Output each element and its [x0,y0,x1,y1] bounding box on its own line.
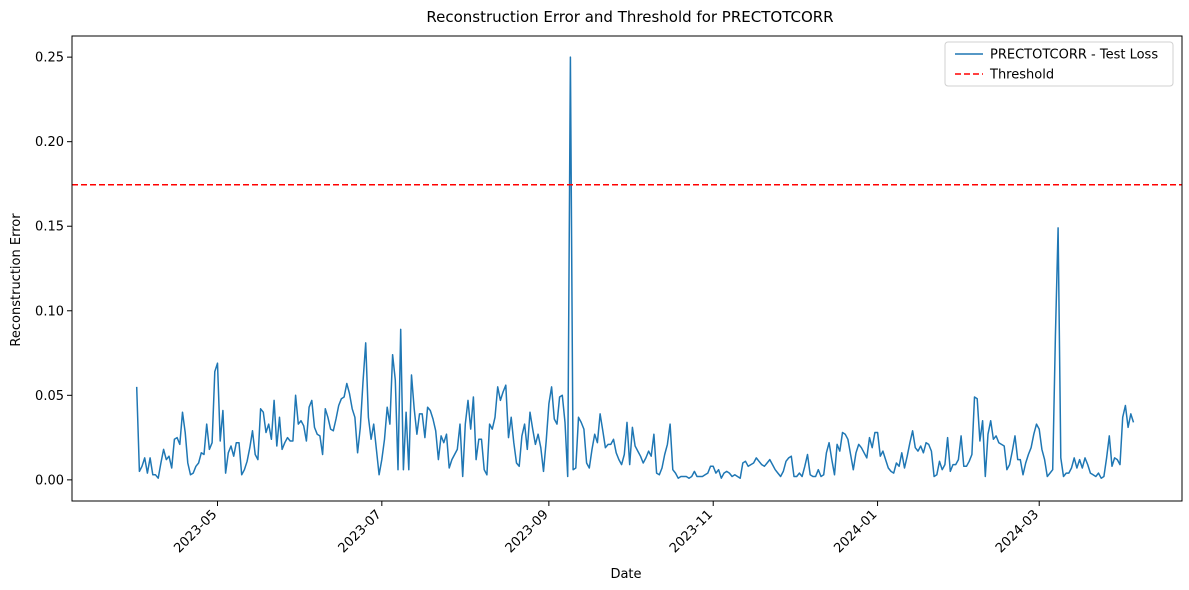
y-axis-label: Reconstruction Error [9,213,24,347]
y-tick-label: 0.20 [35,135,64,150]
y-tick-label: 0.25 [35,51,64,66]
legend: PRECTOTCORR - Test Loss Threshold [944,41,1174,87]
legend-box [944,41,1174,87]
y-tick-label: 0.05 [35,389,64,404]
x-tick-label: 2023-07 [336,507,385,556]
chart-title: Reconstruction Error and Threshold for P… [426,8,833,26]
legend-label: Threshold [989,68,1054,83]
x-tick-label: 2023-11 [667,507,716,556]
series-layer [72,56,1182,479]
x-axis-label: Date [610,567,641,582]
x-tick-label: 2023-05 [171,507,220,556]
x-tick-label: 2023-09 [503,507,552,556]
y-tick-label: 0.00 [35,473,64,488]
x-tick-label: 2024-01 [831,507,880,556]
axes-frame [71,35,1183,502]
y-tick-label: 0.15 [35,220,64,235]
x-tick-label: 2024-03 [993,507,1042,556]
series-line-test-loss [135,56,1135,479]
y-tick-label: 0.10 [35,304,64,319]
legend-label: PRECTOTCORR - Test Loss [990,48,1158,63]
